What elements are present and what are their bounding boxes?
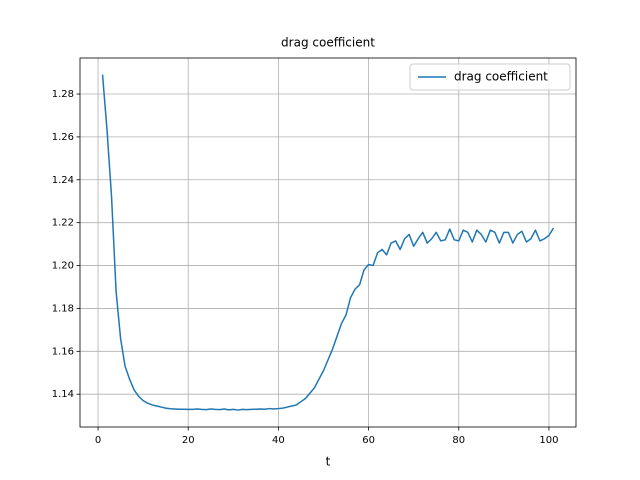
- x-tick-label: 40: [272, 435, 285, 446]
- x-tick-label: 20: [182, 435, 195, 446]
- y-tick-label: 1.14: [52, 389, 74, 400]
- y-tick-label: 1.20: [52, 261, 74, 272]
- data-line: [101, 74, 555, 411]
- x-tick-label: 60: [362, 435, 375, 446]
- x-tick-label: 0: [95, 435, 101, 446]
- axes-frame: [79, 57, 577, 428]
- x-tick-label: 80: [452, 435, 465, 446]
- legend-label: drag coefficient: [454, 70, 548, 84]
- legend-box: [409, 63, 571, 91]
- y-tick-label: 1.16: [52, 346, 74, 357]
- x-tick-label: 100: [539, 435, 558, 446]
- y-tick-label: 1.28: [52, 89, 74, 100]
- chart-title: drag coefficient: [281, 36, 375, 50]
- y-tick-label: 1.26: [52, 132, 74, 143]
- y-tick-label: 1.22: [52, 218, 74, 229]
- x-axis-label: t: [326, 455, 331, 469]
- y-tick-label: 1.24: [52, 175, 74, 186]
- y-tick-label: 1.18: [52, 303, 74, 314]
